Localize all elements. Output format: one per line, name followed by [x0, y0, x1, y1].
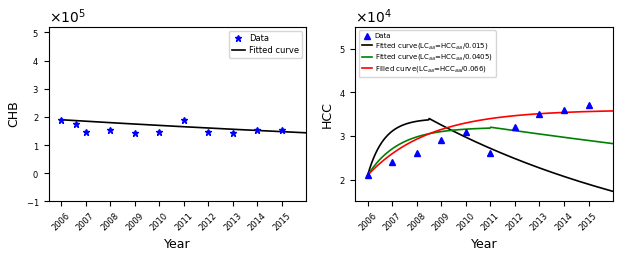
Filled curve(LC$_{aa}$=HCC$_{aa}$/0.066) [609, 109, 617, 112]
Legend: Data, Fitted curve: Data, Fitted curve [229, 31, 303, 58]
Data [57, 118, 64, 121]
Line: Fitted curve(LC$_{aa}$=HCC$_{aa}$/0.015): Fitted curve(LC$_{aa}$=HCC$_{aa}$/0.015) [368, 118, 613, 191]
Filled curve(LC$_{aa}$=HCC$_{aa}$/0.066) [497, 116, 504, 119]
Fitted curve(LC$_{aa}$=HCC$_{aa}$/0.0405) [364, 174, 371, 177]
Data [487, 152, 494, 155]
Fitted curve [280, 130, 287, 133]
Fitted curve(LC$_{aa}$=HCC$_{aa}$/0.0405) [565, 136, 573, 140]
Line: Filled curve(LC$_{aa}$=HCC$_{aa}$/0.066): Filled curve(LC$_{aa}$=HCC$_{aa}$/0.066) [368, 111, 613, 175]
Filled curve(LC$_{aa}$=HCC$_{aa}$/0.066) [482, 118, 489, 121]
Fitted curve(LC$_{aa}$=HCC$_{aa}$/0.0405) [487, 126, 494, 129]
Data [82, 130, 89, 133]
Fitted curve(LC$_{aa}$=HCC$_{aa}$/0.0405) [482, 127, 489, 130]
Fitted curve(LC$_{aa}$=HCC$_{aa}$/0.015) [364, 174, 371, 177]
Line: Data: Data [58, 116, 285, 136]
Data [278, 128, 286, 131]
Fitted curve(LC$_{aa}$=HCC$_{aa}$/0.0405) [604, 141, 611, 144]
Fitted curve [264, 130, 272, 133]
Data [585, 104, 592, 107]
Fitted curve(LC$_{aa}$=HCC$_{aa}$/0.015) [481, 144, 489, 148]
Line: Fitted curve: Fitted curve [61, 120, 306, 133]
Fitted curve(LC$_{aa}$=HCC$_{aa}$/0.015) [609, 190, 617, 193]
Fitted curve(LC$_{aa}$=HCC$_{aa}$/0.015) [510, 157, 518, 160]
Data [156, 130, 163, 133]
Data [511, 126, 518, 129]
Data [364, 174, 371, 177]
Data [72, 122, 79, 125]
Data [413, 152, 420, 155]
Data [560, 108, 568, 111]
Y-axis label: CHB: CHB [7, 101, 20, 127]
Line: Data: Data [365, 103, 591, 178]
Fitted curve(LC$_{aa}$=HCC$_{aa}$/0.015) [425, 117, 433, 120]
Filled curve(LC$_{aa}$=HCC$_{aa}$/0.066) [480, 118, 488, 121]
Fitted curve [57, 118, 64, 121]
Filled curve(LC$_{aa}$=HCC$_{aa}$/0.066) [603, 109, 611, 112]
Fitted curve [58, 118, 66, 121]
Data [205, 131, 212, 134]
X-axis label: Year: Year [164, 238, 191, 251]
X-axis label: Year: Year [471, 238, 497, 251]
Legend: Data, Fitted curve(LC$_{aa}$=HCC$_{aa}$/0.015), Fitted curve(LC$_{aa}$=HCC$_{aa}: Data, Fitted curve(LC$_{aa}$=HCC$_{aa}$/… [359, 30, 495, 77]
Data [462, 130, 469, 133]
Fitted curve(LC$_{aa}$=HCC$_{aa}$/0.0405) [480, 127, 488, 130]
Filled curve(LC$_{aa}$=HCC$_{aa}$/0.066) [565, 111, 572, 114]
Data [229, 131, 236, 134]
Data [389, 161, 396, 164]
Fitted curve(LC$_{aa}$=HCC$_{aa}$/0.015) [604, 188, 611, 191]
Data [438, 139, 445, 142]
Data [536, 112, 543, 116]
Fitted curve [203, 126, 211, 130]
Data [180, 118, 187, 121]
Filled curve(LC$_{aa}$=HCC$_{aa}$/0.066) [364, 174, 371, 177]
Fitted curve [208, 127, 215, 130]
Fitted curve(LC$_{aa}$=HCC$_{aa}$/0.015) [565, 177, 573, 180]
Data [254, 128, 261, 131]
Fitted curve(LC$_{aa}$=HCC$_{aa}$/0.015) [482, 145, 490, 148]
Line: Fitted curve(LC$_{aa}$=HCC$_{aa}$/0.0405): Fitted curve(LC$_{aa}$=HCC$_{aa}$/0.0405… [368, 127, 613, 175]
Fitted curve [303, 131, 310, 134]
Data [131, 131, 138, 134]
Y-axis label: HCC: HCC [321, 101, 334, 127]
Data [107, 128, 114, 131]
Fitted curve(LC$_{aa}$=HCC$_{aa}$/0.0405) [609, 142, 617, 145]
Fitted curve(LC$_{aa}$=HCC$_{aa}$/0.0405) [497, 127, 505, 130]
Fitted curve [203, 126, 210, 130]
Fitted curve(LC$_{aa}$=HCC$_{aa}$/0.0405) [510, 129, 518, 132]
Filled curve(LC$_{aa}$=HCC$_{aa}$/0.066) [510, 114, 518, 117]
Fitted curve(LC$_{aa}$=HCC$_{aa}$/0.015) [497, 151, 505, 155]
